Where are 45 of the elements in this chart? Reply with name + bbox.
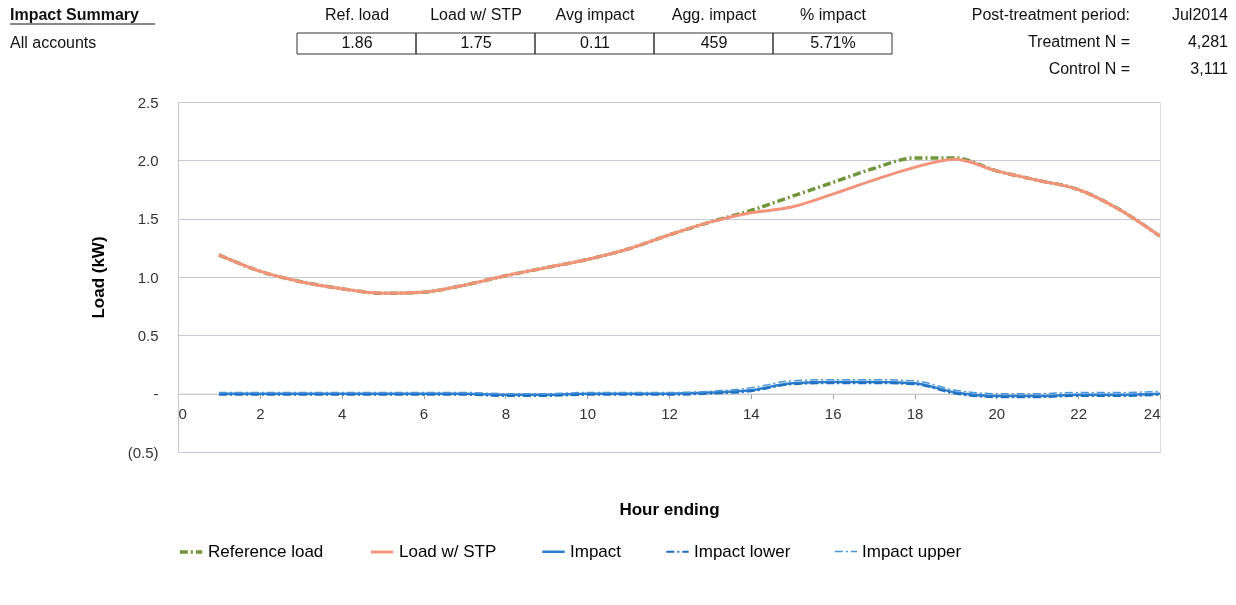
x-tick-label: 18 [906,405,924,423]
y-tick-label: 2.5 [137,93,159,111]
x-tick-label: 22 [1070,405,1088,423]
x-tick-label: 6 [419,405,429,423]
y-axis-title: Load (kW) [88,236,108,319]
text: Avg impact [555,6,635,23]
x-tick-label: 4 [337,405,347,423]
y-tick-label: 2.0 [137,151,159,169]
y-tick-label: - [153,385,159,403]
text: Control N = [1048,60,1130,77]
y-tick-label: (0.5) [127,443,159,461]
legend-label: Impact lower [694,541,791,561]
x-axis-title: Hour ending [619,499,720,519]
y-tick-label: 0.5 [137,326,159,344]
text: 459 [700,34,728,51]
text: 3,111 [1190,60,1229,77]
text: Treatment N = [1027,33,1130,50]
x-tick-label: 20 [988,405,1006,423]
text: 0.11 [580,34,611,51]
text: Jul2014 [1171,6,1229,23]
x-tick-label: 2 [256,405,265,423]
x-tick-label: 14 [742,405,760,423]
legend-label: Impact [570,541,622,561]
text: Agg. impact [671,6,757,23]
text: 1.75 [460,34,492,51]
text: 4,281 [1187,33,1229,50]
x-tick-label: 10 [579,405,597,423]
text: 1.86 [341,34,373,51]
text: Impact Summary [10,6,140,23]
x-tick-label: 0 [178,405,187,423]
x-tick-label: 12 [661,405,678,423]
text: % impact [800,6,867,23]
y-tick-label: 1.0 [137,268,159,286]
text: 5.71% [810,34,856,51]
x-tick-label: 8 [501,405,511,423]
legend-label: Load w/ STP [399,542,497,561]
text: Load w/ STP [430,6,522,23]
y-tick-label: 1.5 [137,210,159,228]
legend-label: Impact upper [862,541,962,561]
x-tick-label: 16 [824,405,842,423]
text: Ref. load [324,6,390,23]
text: Post-treatment period: [971,6,1130,23]
text: All accounts [10,34,97,51]
legend-label: Reference load [208,542,324,561]
x-tick-label: 24 [1143,405,1161,423]
